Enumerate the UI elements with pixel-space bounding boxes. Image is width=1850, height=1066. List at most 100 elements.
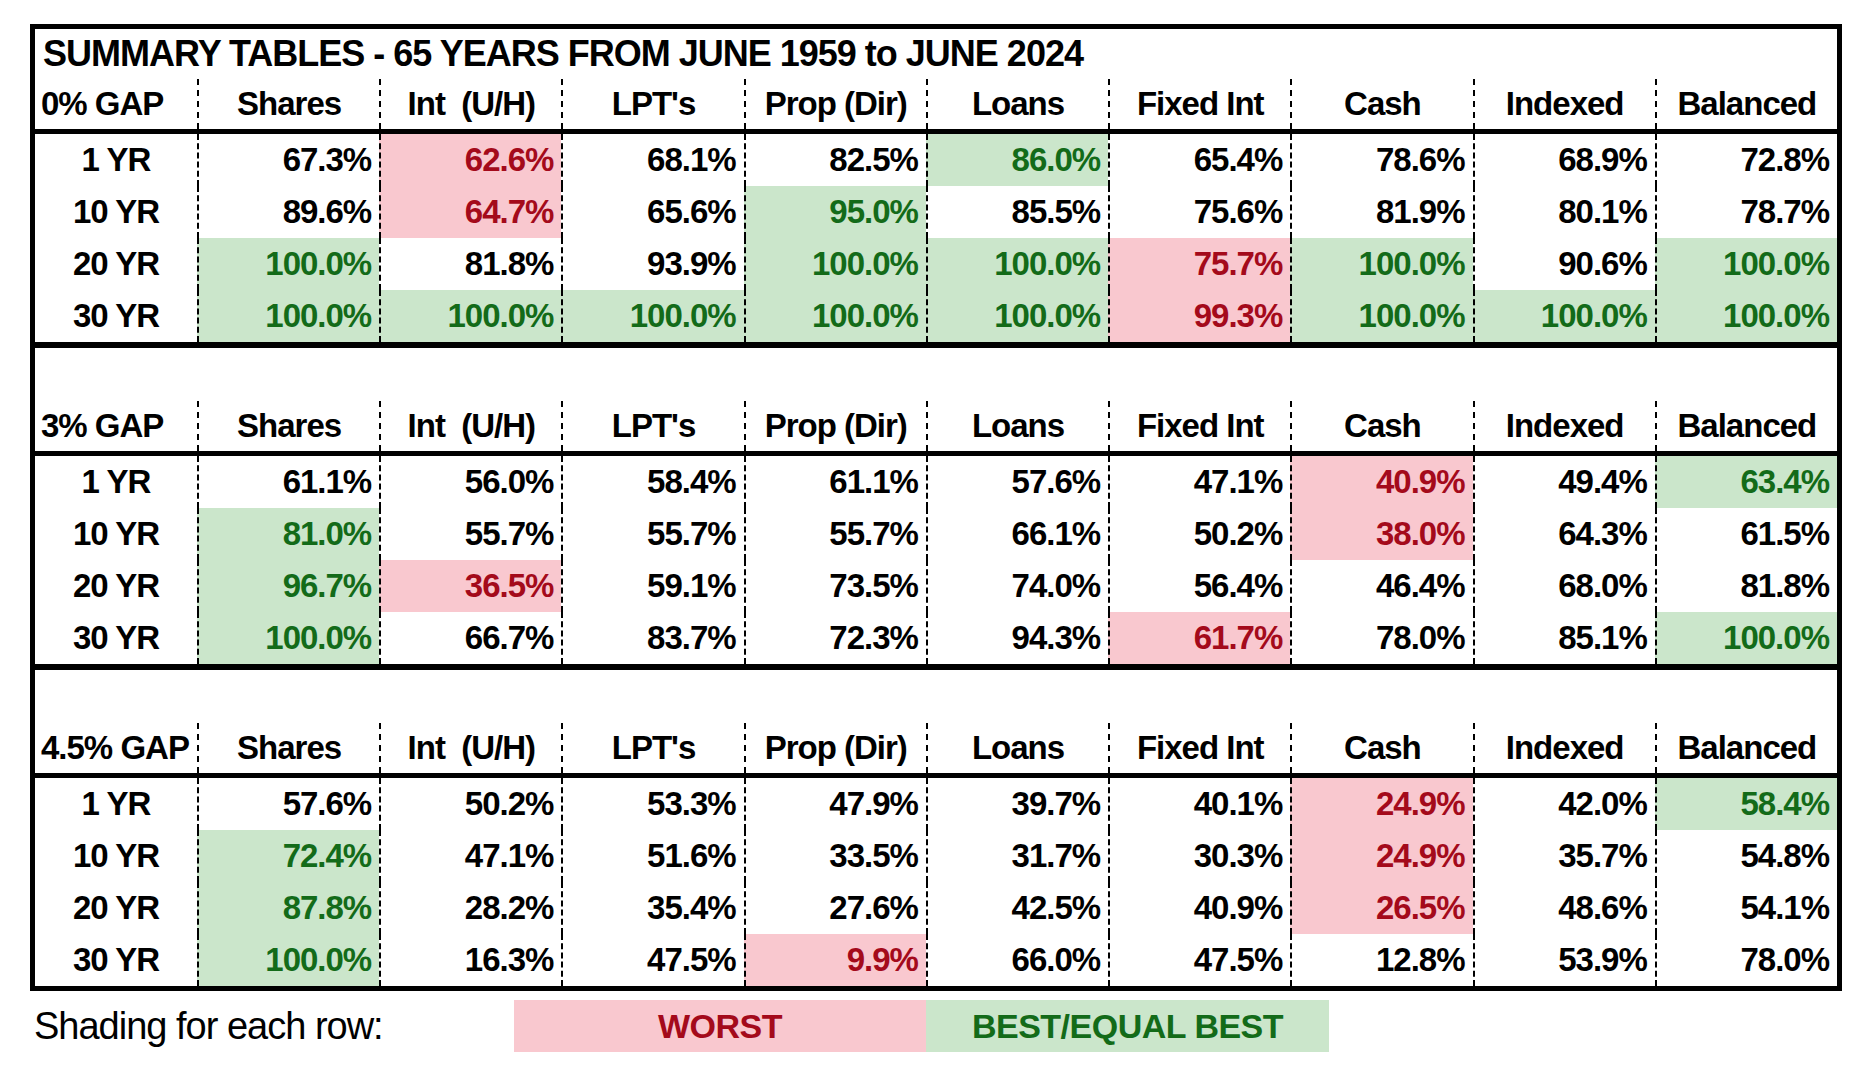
value-cell: 68.0% — [1473, 560, 1655, 612]
value-cell: 64.7% — [379, 186, 561, 238]
column-header: Int (U/H) — [379, 79, 561, 129]
value-cell: 30.3% — [1108, 830, 1290, 882]
value-cell: 28.2% — [379, 882, 561, 934]
value-cell: 66.0% — [926, 934, 1108, 986]
value-cell: 100.0% — [197, 290, 379, 342]
value-cell: 48.6% — [1473, 882, 1655, 934]
value-cell: 65.4% — [1108, 134, 1290, 186]
value-cell: 100.0% — [1655, 290, 1837, 342]
column-header: Int (U/H) — [379, 723, 561, 773]
value-cell: 47.1% — [1108, 456, 1290, 508]
column-header: Cash — [1290, 401, 1472, 451]
gap-header: 4.5% GAP — [35, 723, 197, 773]
value-cell: 42.0% — [1473, 778, 1655, 830]
value-cell: 72.3% — [744, 612, 926, 664]
table-row: 1 YR67.3%62.6%68.1%82.5%86.0%65.4%78.6%6… — [35, 134, 1837, 186]
value-cell: 24.9% — [1290, 778, 1472, 830]
value-cell: 35.4% — [561, 882, 743, 934]
value-cell: 75.7% — [1108, 238, 1290, 290]
section-3pct-gap: 3% GAPSharesInt (U/H)LPT'sProp (Dir)Loan… — [35, 401, 1837, 670]
value-cell: 85.5% — [926, 186, 1108, 238]
legend-worst-swatch: WORST — [514, 1000, 926, 1052]
row-label: 1 YR — [35, 134, 197, 186]
table-row: 20 YR96.7%36.5%59.1%73.5%74.0%56.4%46.4%… — [35, 560, 1837, 612]
value-cell: 55.7% — [744, 508, 926, 560]
value-cell: 40.9% — [1108, 882, 1290, 934]
column-header: Indexed — [1473, 723, 1655, 773]
column-header: LPT's — [561, 723, 743, 773]
column-header: Indexed — [1473, 401, 1655, 451]
column-header: Shares — [197, 79, 379, 129]
value-cell: 87.8% — [197, 882, 379, 934]
table-title: SUMMARY TABLES - 65 YEARS FROM JUNE 1959… — [35, 29, 1837, 79]
value-cell: 56.0% — [379, 456, 561, 508]
value-cell: 54.8% — [1655, 830, 1837, 882]
column-header: Prop (Dir) — [744, 401, 926, 451]
value-cell: 100.0% — [926, 290, 1108, 342]
value-cell: 100.0% — [1290, 290, 1472, 342]
column-header: Fixed Int — [1108, 723, 1290, 773]
value-cell: 53.3% — [561, 778, 743, 830]
section-header-row: 4.5% GAPSharesInt (U/H)LPT'sProp (Dir)Lo… — [35, 723, 1837, 778]
value-cell: 24.9% — [1290, 830, 1472, 882]
value-cell: 67.3% — [197, 134, 379, 186]
table-row: 30 YR100.0%66.7%83.7%72.3%94.3%61.7%78.0… — [35, 612, 1837, 664]
value-cell: 100.0% — [1655, 238, 1837, 290]
row-label: 1 YR — [35, 778, 197, 830]
value-cell: 50.2% — [1108, 508, 1290, 560]
column-header: Cash — [1290, 723, 1472, 773]
value-cell: 100.0% — [197, 612, 379, 664]
value-cell: 61.1% — [197, 456, 379, 508]
value-cell: 83.7% — [561, 612, 743, 664]
value-cell: 81.9% — [1290, 186, 1472, 238]
table-row: 10 YR81.0%55.7%55.7%55.7%66.1%50.2%38.0%… — [35, 508, 1837, 560]
value-cell: 55.7% — [561, 508, 743, 560]
value-cell: 78.6% — [1290, 134, 1472, 186]
value-cell: 100.0% — [744, 290, 926, 342]
column-header: Balanced — [1655, 79, 1837, 129]
value-cell: 100.0% — [197, 238, 379, 290]
section-0pct-gap: 0% GAPSharesInt (U/H)LPT'sProp (Dir)Loan… — [35, 79, 1837, 348]
legend-caption: Shading for each row: — [30, 1000, 514, 1052]
column-header: Loans — [926, 723, 1108, 773]
value-cell: 40.9% — [1290, 456, 1472, 508]
value-cell: 31.7% — [926, 830, 1108, 882]
value-cell: 78.7% — [1655, 186, 1837, 238]
value-cell: 47.5% — [561, 934, 743, 986]
value-cell: 57.6% — [926, 456, 1108, 508]
column-header: Cash — [1290, 79, 1472, 129]
value-cell: 78.0% — [1290, 612, 1472, 664]
value-cell: 57.6% — [197, 778, 379, 830]
column-header: Shares — [197, 401, 379, 451]
value-cell: 100.0% — [926, 238, 1108, 290]
value-cell: 86.0% — [926, 134, 1108, 186]
value-cell: 47.5% — [1108, 934, 1290, 986]
value-cell: 81.8% — [1655, 560, 1837, 612]
column-header: LPT's — [561, 79, 743, 129]
value-cell: 55.7% — [379, 508, 561, 560]
value-cell: 73.5% — [744, 560, 926, 612]
value-cell: 78.0% — [1655, 934, 1837, 986]
value-cell: 35.7% — [1473, 830, 1655, 882]
value-cell: 100.0% — [1655, 612, 1837, 664]
table-row: 1 YR61.1%56.0%58.4%61.1%57.6%47.1%40.9%4… — [35, 456, 1837, 508]
column-header: Balanced — [1655, 723, 1837, 773]
value-cell: 56.4% — [1108, 560, 1290, 612]
section-spacer — [35, 348, 1837, 401]
table-row: 30 YR100.0%100.0%100.0%100.0%100.0%99.3%… — [35, 290, 1837, 342]
value-cell: 16.3% — [379, 934, 561, 986]
value-cell: 50.2% — [379, 778, 561, 830]
value-cell: 99.3% — [1108, 290, 1290, 342]
value-cell: 100.0% — [1473, 290, 1655, 342]
value-cell: 75.6% — [1108, 186, 1290, 238]
row-label: 30 YR — [35, 934, 197, 986]
value-cell: 94.3% — [926, 612, 1108, 664]
column-header: Prop (Dir) — [744, 79, 926, 129]
value-cell: 12.8% — [1290, 934, 1472, 986]
row-label: 10 YR — [35, 186, 197, 238]
row-label: 20 YR — [35, 560, 197, 612]
value-cell: 46.4% — [1290, 560, 1472, 612]
value-cell: 68.9% — [1473, 134, 1655, 186]
shading-legend: Shading for each row: WORST BEST/EQUAL B… — [30, 1000, 1842, 1052]
section-spacer — [35, 670, 1837, 723]
